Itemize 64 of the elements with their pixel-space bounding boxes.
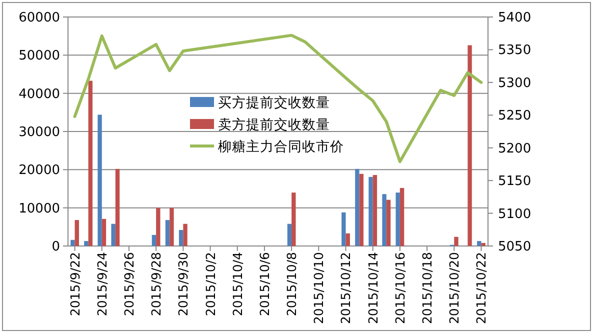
x-tick-label: 2015/10/22: [474, 252, 489, 324]
bar: [156, 208, 160, 246]
bar: [396, 192, 400, 246]
y-tick-label: 60000: [18, 10, 60, 26]
bar: [183, 224, 188, 246]
bar: [292, 192, 296, 246]
x-tick-label: 2015/9/24: [94, 252, 110, 316]
bar: [115, 168, 120, 246]
bar: [102, 218, 106, 246]
bar: [372, 175, 378, 246]
legend-label: 买方提前交收数量: [218, 95, 330, 111]
bar: [477, 241, 482, 246]
x-tick-label: 2015/9/26: [121, 252, 136, 316]
y2-tick-label: 5250: [498, 108, 532, 124]
y-tick-label: 50000: [18, 48, 60, 64]
bar: [165, 220, 170, 246]
y2-tick-label: 5200: [498, 141, 532, 156]
y2-tick-label: 5400: [498, 10, 532, 26]
x-tick-label: 2015/9/28: [148, 252, 164, 316]
legend-label: 柳糖主力合同收市价: [218, 139, 344, 155]
y-tick-label: 0: [52, 240, 60, 254]
x-tick-label: 2015/10/10: [311, 252, 326, 324]
bar: [98, 114, 102, 246]
bar: [152, 234, 156, 246]
bar: [382, 194, 386, 246]
x-tick-label: 2015/10/14: [365, 252, 380, 324]
bar: [88, 80, 93, 246]
bar: [178, 230, 184, 246]
bar: [346, 233, 350, 246]
legend-label: 卖方提前交收数量: [218, 117, 330, 133]
x-tick-label: 2015/10/8: [284, 252, 300, 316]
bar: [342, 212, 346, 246]
bar: [70, 240, 75, 246]
bar: [111, 224, 116, 246]
bar: [84, 241, 88, 246]
y-tick-label: 10000: [18, 201, 60, 216]
x-tick-label: 2015/10/6: [256, 252, 272, 316]
bar: [481, 242, 486, 246]
x-tick-label: 2015/10/12: [338, 252, 354, 324]
x-tick-label: 2015/9/30: [176, 252, 191, 316]
bar: [386, 200, 391, 246]
bar: [368, 176, 373, 246]
x-tick-label: 2015/10/18: [420, 252, 435, 324]
x-tick-label: 2015/9/22: [67, 252, 82, 316]
y2-tick-label: 5050: [498, 240, 532, 254]
bar: [359, 174, 364, 246]
bar: [468, 45, 472, 246]
y-tick-label: 30000: [18, 125, 60, 140]
x-tick-label: 2015/10/2: [202, 252, 218, 316]
y2-tick-label: 5300: [498, 76, 532, 91]
x-tick-label: 2015/10/20: [446, 252, 462, 324]
y2-tick-label: 5150: [498, 174, 532, 190]
x-tick-label: 2015/10/16: [392, 252, 408, 324]
y2-tick-label: 5100: [498, 206, 532, 222]
x-tick-label: 2015/10/4: [230, 252, 245, 316]
bar: [170, 208, 174, 246]
bar: [400, 188, 404, 246]
y-tick-label: 20000: [18, 163, 60, 178]
bar: [355, 168, 360, 246]
y-tick-label: 40000: [18, 86, 60, 102]
bar: [74, 220, 79, 246]
y2-tick-label: 5350: [498, 43, 532, 58]
bar: [454, 236, 458, 246]
bar: [287, 224, 292, 246]
